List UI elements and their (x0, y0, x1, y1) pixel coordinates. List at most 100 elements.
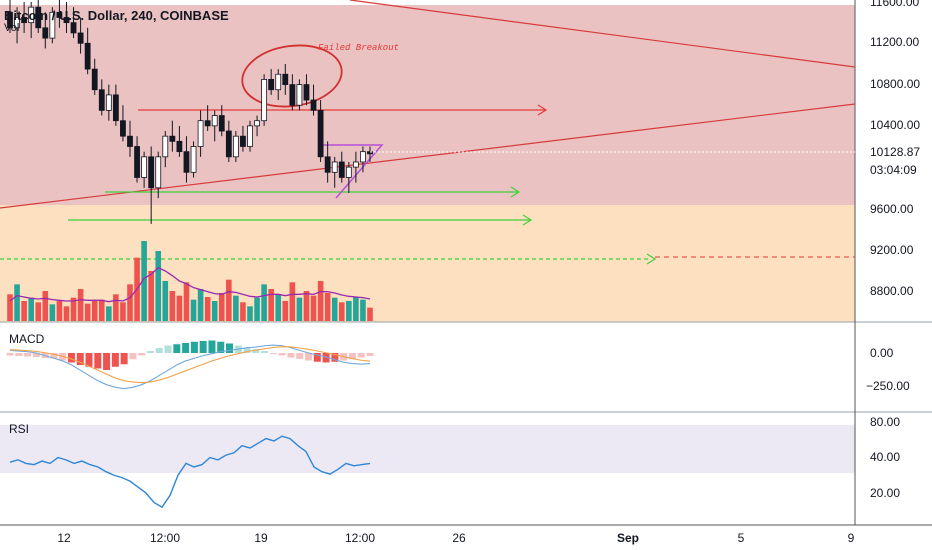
candle (303, 84, 310, 101)
volume-bar (14, 284, 20, 321)
candle (148, 156, 155, 189)
volume-bar (367, 307, 373, 321)
macd-tick: −250.00 (866, 379, 910, 393)
candle (42, 27, 49, 39)
volume-bar (338, 302, 345, 321)
macd-histogram-bar (146, 351, 154, 353)
candle (211, 115, 218, 127)
volume-bar (317, 281, 324, 321)
volume-bar (240, 302, 246, 321)
macd-histogram-bar (138, 353, 146, 356)
support-arrow-2-head (522, 214, 533, 226)
volume-bar (254, 297, 260, 321)
volume-bar (218, 293, 225, 321)
macd-histogram-bar (366, 353, 374, 356)
time-tick: 19 (254, 531, 268, 545)
volume-bar (233, 295, 239, 321)
volume-bar (169, 291, 176, 321)
rsi-tick: 80.00 (870, 415, 900, 429)
volume-bar (141, 241, 147, 321)
macd-histogram-bar (24, 353, 32, 357)
macd-histogram-bar (32, 353, 40, 357)
volume-bar (303, 291, 310, 321)
volume-bar (98, 299, 105, 321)
candle (261, 79, 268, 122)
candle (247, 125, 253, 147)
macd-histogram-bar (278, 353, 286, 356)
candle (254, 120, 260, 127)
volume-bar (211, 301, 218, 321)
volume-label: Vol (4, 22, 20, 34)
macd-histogram-bar (269, 353, 277, 354)
candlesticks (7, 0, 373, 224)
volume-bar (190, 299, 197, 321)
chart-title: Bitcoin / U.S. Dollar, 240, COINBASE (4, 8, 229, 23)
resistance-arrowhead (537, 104, 548, 116)
volume-bar (197, 289, 204, 321)
candle (310, 99, 317, 111)
price-axis[interactable]: 11600.00 11200.00 10800.00 10400.00 1012… (870, 0, 920, 298)
candle (84, 42, 91, 70)
candle (204, 120, 211, 127)
macd-histogram-bar (76, 353, 84, 365)
candle (63, 17, 70, 24)
support-arrow-3-head (646, 253, 657, 265)
volume-bar (106, 306, 112, 321)
signal-line (9, 346, 371, 384)
time-tick: 26 (452, 531, 466, 545)
triangle-pattern (323, 144, 384, 199)
macd-histogram-bar (111, 353, 119, 367)
price-tick: 11600.00 (870, 0, 919, 9)
macd-line (9, 344, 371, 390)
volume-bar (42, 291, 49, 321)
macd-histogram-bar (313, 353, 321, 362)
candle (282, 73, 289, 85)
resistance-zone (0, 5, 855, 205)
current-price-label: 10128.87 (870, 145, 920, 159)
volume-bars (7, 241, 373, 321)
macd-histogram-bar (208, 340, 216, 353)
volume-bar (353, 297, 359, 321)
price-tick: 10400.00 (870, 118, 920, 132)
candle (112, 94, 119, 122)
macd-histogram-bar (129, 353, 137, 360)
volume-bar (296, 297, 303, 321)
rsi-line (9, 435, 371, 509)
candle (240, 135, 246, 147)
time-axis[interactable]: 12 12:00 19 12:00 26 Sep 5 9 (57, 531, 854, 545)
macd-histogram-bar (252, 349, 260, 353)
volume-bar (310, 295, 317, 321)
failed-breakout-label: Failed Breakout (318, 43, 399, 53)
macd-title: MACD (9, 332, 45, 346)
volume-bar (204, 297, 211, 321)
candle (296, 84, 303, 106)
volume-bar (289, 282, 296, 321)
volume-bar (77, 289, 84, 321)
time-tick: 12:00 (150, 531, 180, 545)
macd-histogram-bar (164, 345, 172, 353)
volume-bar (113, 294, 119, 321)
macd-axis[interactable]: 0.00 −250.00 (866, 346, 910, 393)
macd-histogram-bar (50, 353, 58, 359)
candle (134, 146, 140, 178)
support-arrow-1-head (510, 186, 521, 198)
macd-histogram-bar (103, 353, 111, 370)
candle (56, 11, 63, 18)
candle (268, 79, 275, 91)
candle (232, 135, 239, 158)
macd-histogram-bar (182, 343, 190, 353)
rsi-axis[interactable]: 80.00 40.00 20.00 (870, 415, 900, 500)
time-tick: Sep (617, 531, 639, 545)
candle (21, 17, 28, 24)
volume-bar (247, 306, 253, 321)
macd-histogram-bar (190, 341, 198, 353)
price-tick: 11200.00 (870, 35, 919, 49)
failed-breakout-circle (241, 44, 343, 108)
volume-bar (183, 282, 190, 321)
candle (127, 135, 133, 147)
candle (77, 32, 84, 44)
volume-bar (148, 271, 154, 321)
candle (155, 156, 162, 189)
volume-ma-line (9, 266, 371, 303)
